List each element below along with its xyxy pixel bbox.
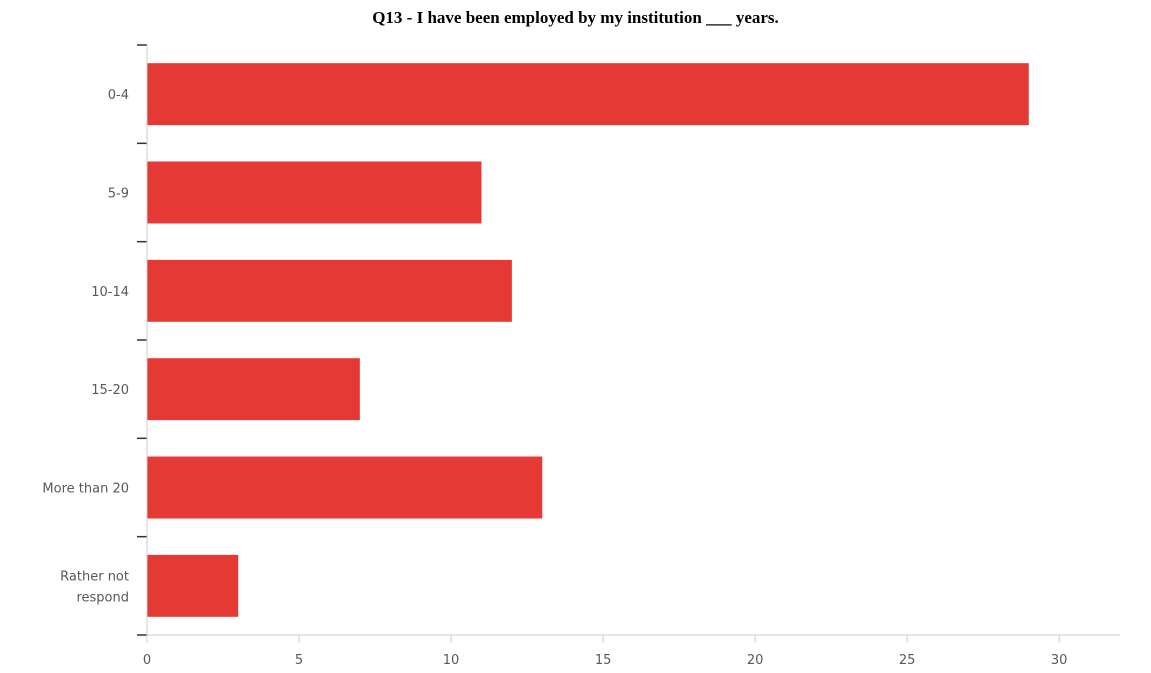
x-tick-label: 20 <box>747 653 764 668</box>
y-tick-label: More than 20 <box>42 482 129 497</box>
y-tick-label: 5-9 <box>108 187 129 202</box>
x-tick-label: 30 <box>1051 653 1068 668</box>
y-axis-labels: 0-4 5-9 10-14 15-20 More than 20 Rather not re… <box>42 88 129 605</box>
bar <box>147 161 482 224</box>
bar <box>147 554 239 617</box>
y-axis-ticks <box>137 44 147 636</box>
chart-title: Q13 - I have been employed by my institu… <box>372 8 779 27</box>
y-tick-label: Rather not respond <box>60 569 129 605</box>
x-tick-label: 25 <box>899 653 916 668</box>
bar <box>147 259 512 322</box>
bar <box>147 63 1029 126</box>
bar <box>147 456 543 519</box>
x-tick-label: 5 <box>295 653 303 668</box>
y-tick-label: 10-14 <box>91 285 129 300</box>
y-tick-label: 15-20 <box>91 383 129 398</box>
x-tick-label: 0 <box>143 653 151 668</box>
x-axis: 0 5 10 15 20 25 30 <box>143 45 1120 668</box>
x-tick-label: 15 <box>595 653 612 668</box>
y-tick-label: 0-4 <box>108 88 129 103</box>
bar <box>147 358 360 421</box>
x-tick-label: 10 <box>443 653 460 668</box>
bars-group <box>147 63 1029 617</box>
